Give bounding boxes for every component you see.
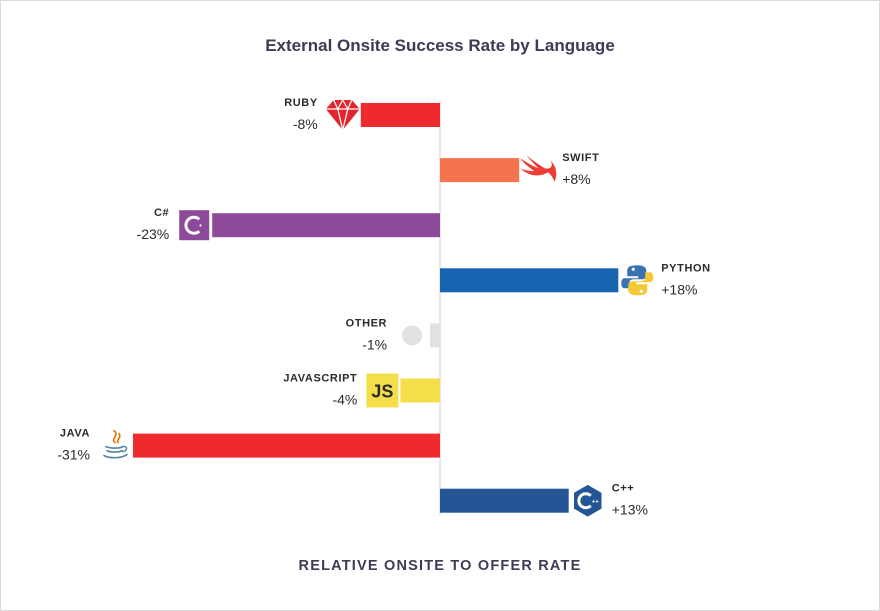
javascript-icon (366, 373, 399, 408)
value-label-other: -1% (362, 336, 387, 352)
value-label-csharp: -23% (137, 226, 170, 242)
icon-text-javascript: JS (371, 382, 393, 402)
value-label-ruby: -8% (293, 116, 318, 132)
swift-icon (520, 155, 557, 183)
bar-swift (440, 158, 520, 183)
python-icon (621, 265, 654, 296)
label-ruby: RUBY (284, 97, 318, 109)
label-other: OTHER (346, 317, 388, 329)
bar-python (440, 268, 619, 293)
java-icon (103, 429, 128, 459)
ruby-icon (325, 98, 360, 131)
svg-text:++: ++ (592, 500, 600, 506)
label-csharp: C# (154, 207, 169, 219)
other-circle-icon (402, 325, 423, 346)
bar-cpp (440, 488, 569, 513)
bar-ruby (360, 103, 440, 127)
csharp-icon: • (177, 208, 212, 243)
label-cpp: C++ (612, 483, 635, 495)
bar-java (133, 433, 440, 458)
value-label-java: -31% (57, 447, 90, 463)
x-axis-label: RELATIVE ONSITE TO OFFER RATE (298, 558, 582, 574)
label-swift: SWIFT (562, 152, 599, 164)
bar-csharp (212, 213, 440, 238)
value-label-swift: +8% (562, 171, 590, 187)
svg-text:•: • (199, 223, 202, 230)
cpp-icon: ++ (572, 482, 604, 519)
label-javascript: JAVASCRIPT (283, 373, 357, 385)
label-python: PYTHON (661, 262, 710, 274)
value-label-javascript: -4% (332, 392, 357, 408)
label-java: JAVA (60, 428, 90, 440)
chart-title: External Onsite Success Rate by Language (265, 36, 615, 55)
value-label-python: +18% (661, 281, 697, 297)
value-label-cpp: +13% (612, 502, 648, 518)
bar-other (430, 323, 440, 348)
bar-javascript (400, 378, 440, 403)
